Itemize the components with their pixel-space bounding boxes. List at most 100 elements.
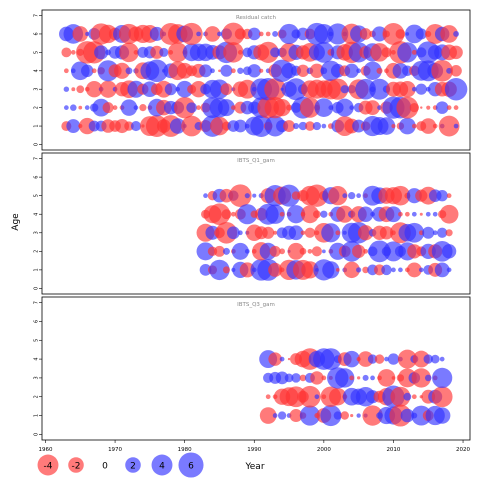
bubble <box>291 373 301 383</box>
bubble <box>381 264 392 276</box>
bubble <box>292 123 300 130</box>
panel-3: IBTS_Q3_gam 0 1 2 3 4 5 6 7 <box>34 296 471 441</box>
y-tick-label: 3 <box>34 231 40 234</box>
bubble <box>114 119 130 134</box>
bubble <box>379 226 394 240</box>
bubble <box>133 105 139 110</box>
panel-frame <box>41 9 471 151</box>
bubble <box>352 119 366 133</box>
y-tick-label: 6 <box>34 176 40 179</box>
bubble <box>270 47 281 58</box>
bubble <box>239 262 255 278</box>
y-tick-label: 4 <box>34 69 40 72</box>
bubble <box>432 367 453 389</box>
bubble <box>449 45 463 60</box>
bubble <box>368 240 391 263</box>
bubble <box>217 99 235 117</box>
bubble <box>209 259 230 281</box>
x-tick-label: 1990 <box>247 447 261 453</box>
bubble <box>258 31 264 37</box>
bubble <box>411 49 417 55</box>
x-tick-label: 1960 <box>38 447 52 453</box>
bubble <box>273 230 278 235</box>
bubble <box>78 105 83 110</box>
bubble <box>444 77 468 101</box>
bubble <box>279 211 285 217</box>
bubble <box>438 115 460 137</box>
bubble <box>85 80 103 98</box>
bubble <box>446 267 452 273</box>
x-axis-label: Year <box>244 462 264 472</box>
bubble <box>405 211 410 217</box>
bubble <box>450 65 462 77</box>
y-tick-label: 2 <box>34 106 40 109</box>
bubble <box>181 115 203 137</box>
bubble <box>85 31 90 36</box>
bubble <box>285 78 307 101</box>
bubble <box>237 204 258 225</box>
bubble <box>257 41 279 63</box>
bubble <box>66 119 81 134</box>
bubble <box>432 211 438 217</box>
bubble <box>70 104 77 111</box>
bubble <box>411 394 417 400</box>
bubble <box>287 357 291 361</box>
bubble <box>320 210 328 218</box>
bubble <box>352 244 366 258</box>
bubble <box>398 211 403 217</box>
bubble <box>396 96 419 119</box>
panel-2: IBTS_Q1_gam 0 1 2 3 4 5 6 7 <box>34 152 471 295</box>
bubble <box>125 67 133 75</box>
bubble <box>259 407 277 424</box>
bubble <box>336 205 354 223</box>
panel-title: IBTS_Q1_gam <box>237 158 275 164</box>
legend-label: 4 <box>159 462 165 472</box>
bubble <box>286 205 306 224</box>
bubble <box>356 193 362 199</box>
bubble <box>335 230 341 236</box>
bubble <box>222 266 230 274</box>
panel-frame <box>41 296 471 441</box>
y-tick-label: 1 <box>34 124 40 127</box>
bubble <box>299 97 321 118</box>
bubble <box>169 118 186 134</box>
bubble <box>356 68 362 74</box>
bubble <box>412 350 430 368</box>
bubble <box>404 222 425 243</box>
bubble <box>300 205 319 224</box>
bubble <box>262 226 275 239</box>
bubble <box>390 185 411 206</box>
bubble <box>356 267 362 273</box>
bubble <box>321 249 326 254</box>
legend-label: 6 <box>188 462 194 472</box>
bubble <box>149 26 164 41</box>
bubble <box>237 67 244 74</box>
bubble <box>63 105 69 110</box>
bubble <box>420 118 437 134</box>
bubble <box>268 262 283 277</box>
y-tick-label: 0 <box>34 143 40 146</box>
bubble <box>199 263 212 276</box>
bubble <box>431 59 454 82</box>
bubble <box>349 105 355 110</box>
y-tick-label: 2 <box>34 395 40 398</box>
bubble <box>357 351 374 367</box>
bubble <box>391 376 396 380</box>
legend-bubble <box>68 457 84 473</box>
bubble <box>321 223 341 243</box>
bubble <box>453 31 460 37</box>
bubble <box>222 247 230 255</box>
bubble <box>220 83 233 96</box>
y-tick-label: 0 <box>34 287 40 290</box>
bubble <box>367 354 378 364</box>
bubble <box>133 50 139 55</box>
bubble <box>227 226 240 240</box>
bubble <box>440 25 458 43</box>
bubble <box>321 123 327 129</box>
legend: -4 -2 0 2 4 6 <box>37 452 204 478</box>
bubble <box>335 368 355 388</box>
bubble <box>300 230 306 236</box>
bubble <box>217 31 222 37</box>
bubble <box>369 78 390 100</box>
bubble <box>196 105 201 110</box>
